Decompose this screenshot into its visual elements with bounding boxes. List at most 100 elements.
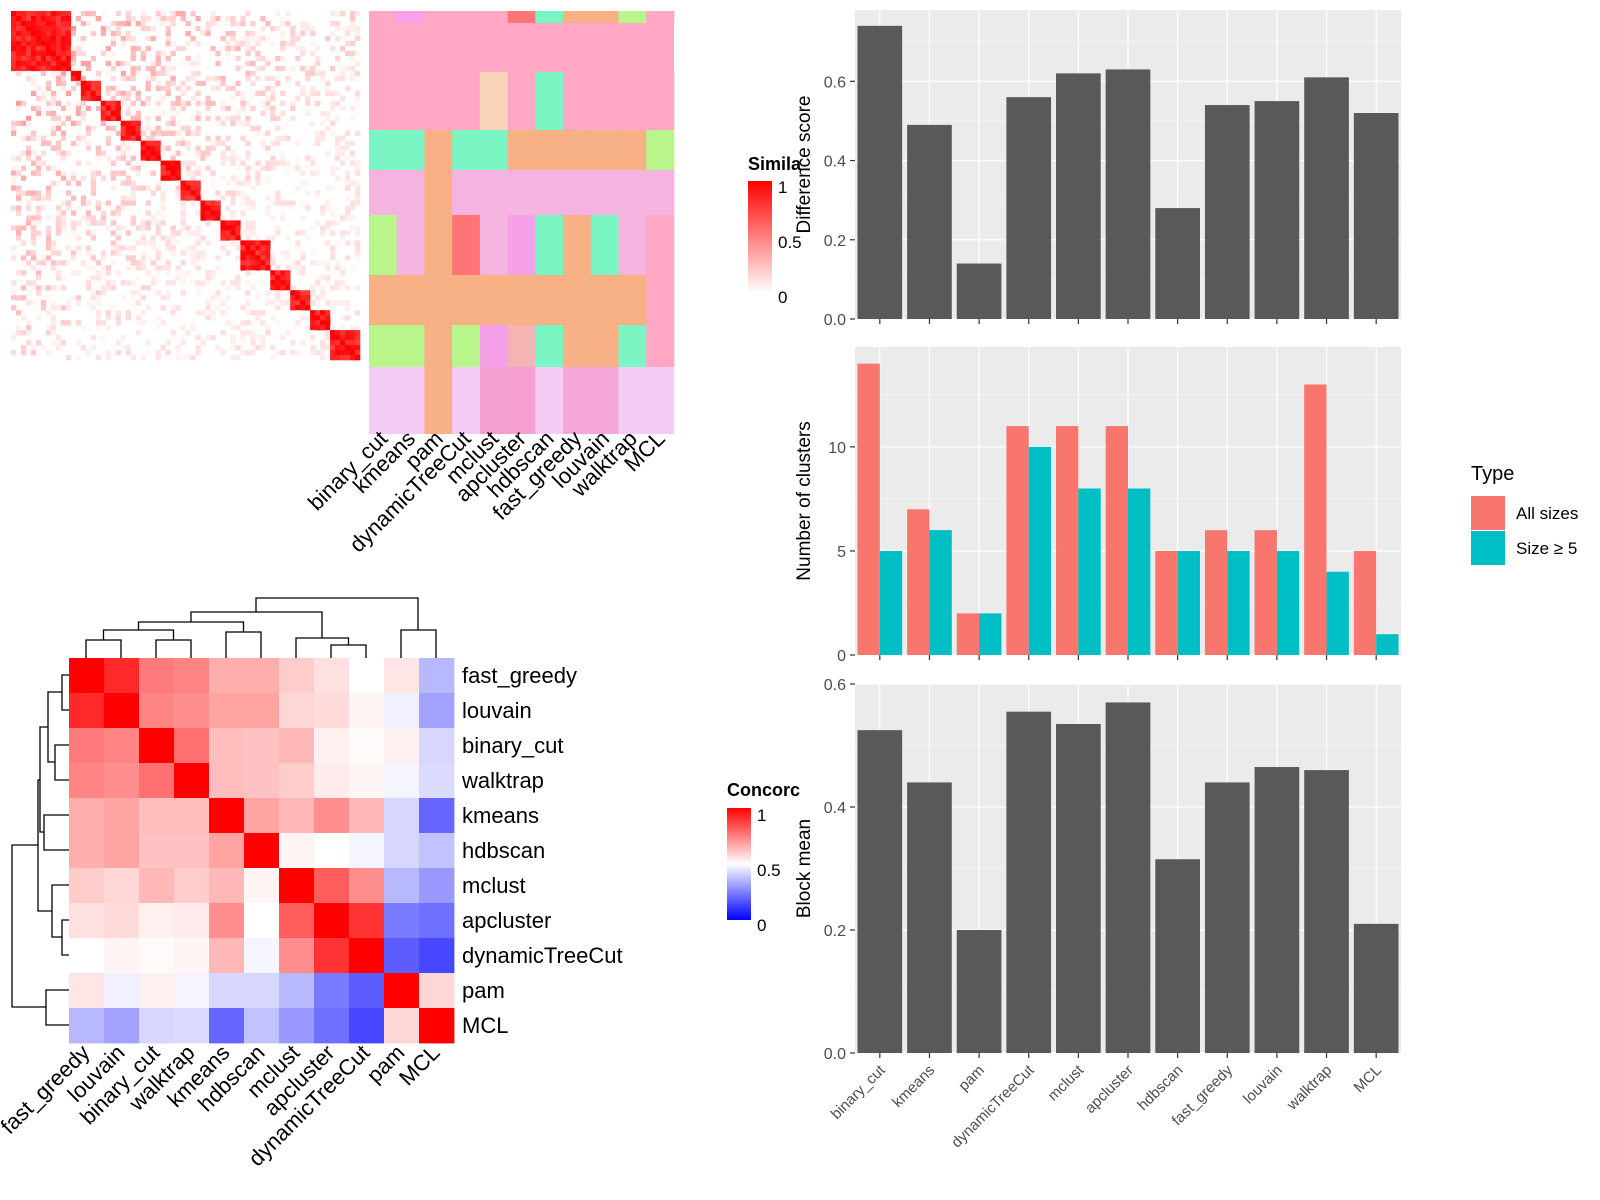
similarity-cell <box>220 220 226 226</box>
similarity-cell <box>60 80 67 87</box>
similarity-cell <box>275 25 281 32</box>
membership-cell <box>563 130 592 170</box>
similarity-cell <box>265 175 271 181</box>
similarity-cell <box>205 20 211 27</box>
similarity-cell <box>260 240 266 246</box>
membership-cell <box>396 275 425 325</box>
similarity-cell <box>225 180 231 186</box>
similarity-cell <box>320 70 326 77</box>
similarity-cell <box>135 240 141 246</box>
similarity-cell <box>170 155 176 161</box>
similarity-cell <box>225 205 231 211</box>
similarity-cell <box>200 150 206 156</box>
similarity-cell <box>180 335 186 341</box>
similarity-cell <box>335 35 341 42</box>
membership-cell <box>646 367 675 434</box>
similarity-cell <box>15 25 22 32</box>
similarity-cell <box>35 170 42 176</box>
similarity-cell <box>210 145 216 151</box>
similarity-cell <box>300 85 306 92</box>
similarity-cell <box>235 80 241 87</box>
similarity-cell <box>110 240 116 246</box>
membership-cell <box>507 130 536 170</box>
similarity-cell <box>155 135 161 141</box>
similarity-cell <box>345 335 351 341</box>
similarity-cell <box>95 70 102 77</box>
similarity-cell <box>65 55 72 62</box>
similarity-cell <box>280 335 286 341</box>
similarity-cell <box>345 315 351 321</box>
concordance-cell <box>384 728 420 764</box>
similarity-cell <box>95 300 102 306</box>
similarity-cell <box>345 40 351 47</box>
similarity-cell <box>115 210 121 216</box>
membership-cell <box>618 130 647 170</box>
similarity-cell <box>60 320 67 326</box>
similarity-cell <box>205 205 211 211</box>
similarity-cell <box>60 130 67 136</box>
similarity-cell <box>160 160 166 166</box>
similarity-cell <box>110 30 116 37</box>
similarity-cell <box>195 60 201 67</box>
similarity-cell <box>25 320 32 326</box>
similarity-cell <box>235 345 241 351</box>
similarity-cell <box>310 40 316 47</box>
similarity-cell <box>245 115 251 121</box>
similarity-cell <box>11 50 17 57</box>
membership-cell <box>479 325 508 367</box>
similarity-cell <box>25 20 32 27</box>
similarity-cell <box>45 70 52 77</box>
similarity-cell <box>320 230 326 236</box>
similarity-cell <box>320 75 326 82</box>
membership-cell <box>452 130 481 170</box>
similarity-cell <box>45 35 52 42</box>
concordance-row-label: MCL <box>462 1013 508 1038</box>
similarity-cell <box>235 265 241 271</box>
similarity-cell <box>160 50 166 57</box>
similarity-cell <box>290 25 296 32</box>
similarity-cell <box>290 65 296 72</box>
similarity-cell <box>20 150 27 156</box>
similarity-cell <box>295 265 301 271</box>
similarity-cell <box>55 125 62 131</box>
concordance-cell <box>314 868 350 904</box>
similarity-cell <box>215 60 221 67</box>
similarity-cell <box>55 150 62 156</box>
concordance-cell <box>104 728 140 764</box>
similarity-cell <box>275 295 281 301</box>
membership-cell <box>369 215 398 275</box>
concordance-legend-gradient <box>727 808 751 920</box>
x-tick-label: pam <box>955 1062 988 1095</box>
similarity-cell <box>355 11 361 17</box>
similarity-cell <box>30 130 37 136</box>
dendrogram-branch <box>155 639 192 658</box>
similarity-cell <box>220 195 226 201</box>
membership-cell <box>563 325 592 367</box>
similarity-cell <box>185 230 191 236</box>
similarity-cell <box>230 35 236 42</box>
similarity-cell <box>80 345 87 351</box>
similarity-cell <box>345 30 351 37</box>
similarity-cell <box>40 30 47 37</box>
similarity-cell <box>35 230 42 236</box>
concordance-cell <box>314 833 350 869</box>
similarity-cell <box>310 315 316 321</box>
similarity-cell <box>25 290 32 296</box>
similarity-cell <box>285 280 291 286</box>
similarity-cell <box>340 11 346 17</box>
similarity-cell <box>275 350 281 356</box>
similarity-cell <box>350 335 356 341</box>
similarity-cell <box>25 330 32 336</box>
similarity-cell <box>280 40 286 47</box>
y-tick-label: 0.6 <box>824 74 846 91</box>
similarity-cell <box>65 11 72 17</box>
similarity-cell <box>260 320 266 326</box>
similarity-cell <box>115 60 121 67</box>
concordance-cell <box>174 693 210 729</box>
similarity-cell <box>330 220 336 226</box>
similarity-cell <box>270 255 276 261</box>
similarity-cell <box>40 195 47 201</box>
concordance-cell <box>314 938 350 974</box>
similarity-cell <box>300 255 306 261</box>
similarity-cell <box>70 85 77 92</box>
